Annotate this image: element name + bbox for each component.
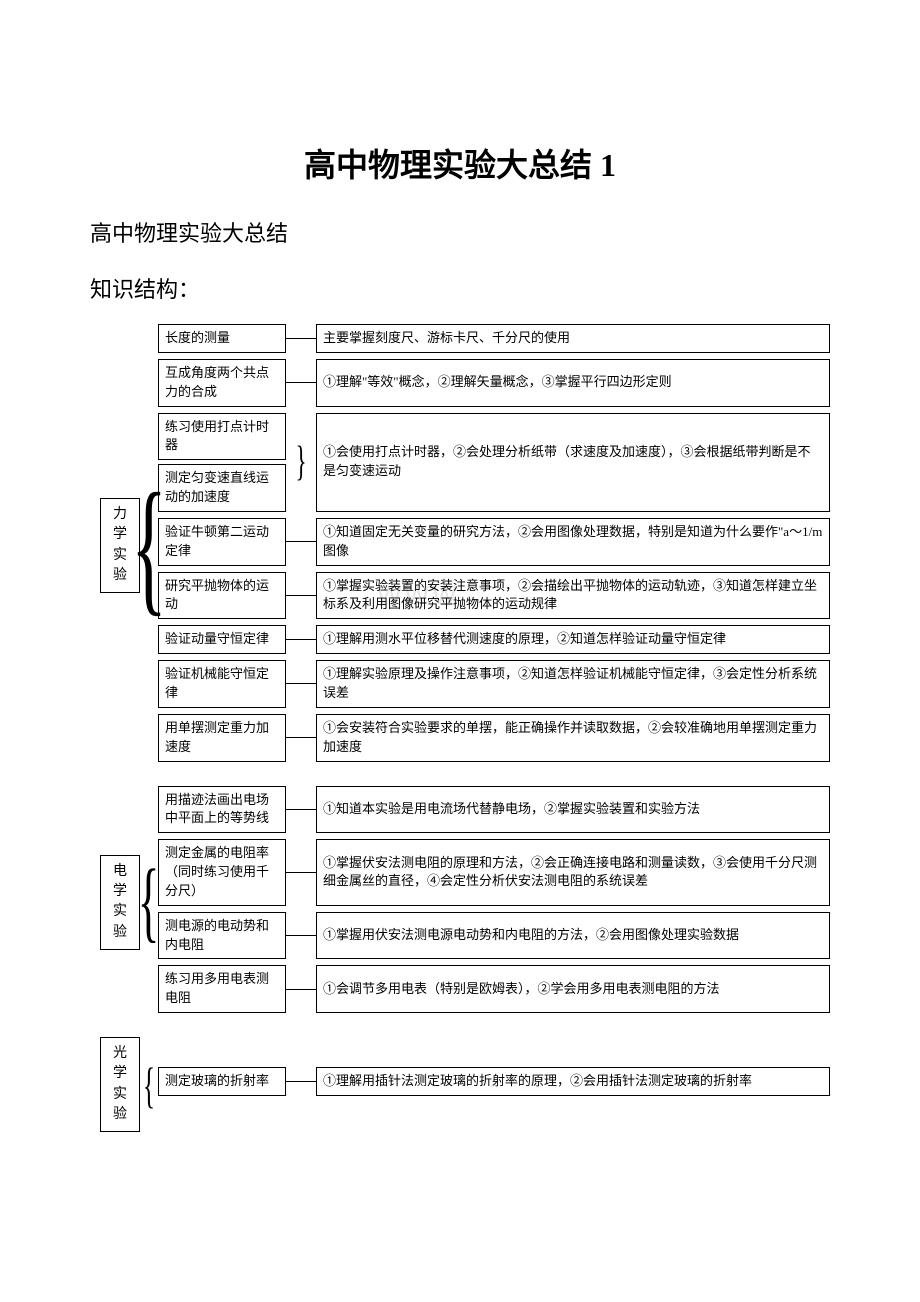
experiment-row: 互成角度两个共点力的合成 ①理解"等效"概念，②理解矢量概念，③掌握平行四边形定则 xyxy=(158,359,830,407)
connector-line xyxy=(286,912,316,960)
description-box: ①理解用测水平位移替代测速度的原理，②知道怎样验证动量守恒定律 xyxy=(316,625,830,654)
brace-icon: { xyxy=(140,516,158,576)
description-box: 主要掌握刻度尺、游标卡尺、千分尺的使用 xyxy=(316,324,830,353)
experiment-row: 测定金属的电阻率（同时练习使用千分尺） ①掌握伏安法测电阻的原理和方法，②会正确连… xyxy=(158,839,830,906)
brace-icon: { xyxy=(140,1075,158,1095)
experiment-row: 验证机械能守恒定律 ①理解实验原理及操作注意事项，②知道怎样验证机械能守恒定律，③… xyxy=(158,660,830,708)
merge-brace-icon: } xyxy=(293,413,310,512)
experiment-box: 验证机械能守恒定律 xyxy=(158,660,286,708)
category-block: 光学实验{测定玻璃的折射率 ①理解用插针法测定玻璃的折射率的原理，②会用插针法测定… xyxy=(100,1037,830,1132)
connector-line xyxy=(286,324,316,353)
description-box: ①理解"等效"概念，②理解矢量概念，③掌握平行四边形定则 xyxy=(316,359,830,407)
items-column: 用描迹法画出电场中平面上的等势线 ①知道本实验是用电流场代替静电场，②掌握实验装置… xyxy=(158,786,830,1020)
experiment-box: 练习使用打点计时器 xyxy=(158,413,286,461)
experiment-box: 测定玻璃的折射率 xyxy=(158,1067,286,1096)
connector-line xyxy=(286,572,316,620)
experiment-box: 测定金属的电阻率（同时练习使用千分尺） xyxy=(158,839,286,906)
experiment-row: 长度的测量 主要掌握刻度尺、游标卡尺、千分尺的使用 xyxy=(158,324,830,353)
experiment-box: 用单摆测定重力加速度 xyxy=(158,714,286,762)
description-box: ①会使用打点计时器，②会处理分析纸带（求速度及加速度），③会根据纸带判断是不是匀… xyxy=(316,413,830,512)
description-box: WWW①掌握实验装置的安装注意事项，②会描绘出平抛物体的运动轨迹，③知道怎样建立… xyxy=(316,572,830,620)
page-title: 高中物理实验大总结 1 xyxy=(90,140,830,186)
experiment-row: 练习用多用电表测电阻 ①会调节多用电表（特别是欧姆表），②学会用多用电表测电阻的方… xyxy=(158,965,830,1013)
experiment-box: 测定匀变速直线运动的加速度 xyxy=(158,464,286,512)
category-block: 力学实验{长度的测量主要掌握刻度尺、游标卡尺、千分尺的使用互成角度两个共点力的合… xyxy=(100,324,830,768)
description-box: ①掌握用伏安法测电源电动势和内电阻的方法，②会用图像处理实验数据 xyxy=(316,912,830,960)
knowledge-structure-diagram: 力学实验{长度的测量主要掌握刻度尺、游标卡尺、千分尺的使用互成角度两个共点力的合… xyxy=(90,324,830,1150)
connector-line xyxy=(286,1067,316,1096)
category-box: 电学实验 xyxy=(100,855,140,950)
experiment-row: 测定玻璃的折射率 ①理解用插针法测定玻璃的折射率的原理，②会用插针法测定玻璃的折射… xyxy=(158,1067,830,1096)
experiment-row: 练习使用打点计时器测定匀变速直线运动的加速度}①会使用打点计时器，②会处理分析纸… xyxy=(158,413,830,512)
experiment-row: 验证动量守恒定律 ①理解用测水平位移替代测速度的原理，②知道怎样验证动量守恒定律 xyxy=(158,625,830,654)
connector-line xyxy=(286,714,316,762)
description-box: ①理解用插针法测定玻璃的折射率的原理，②会用插针法测定玻璃的折射率 xyxy=(316,1067,830,1096)
connector-line xyxy=(286,518,316,566)
description-box: ①掌握伏安法测电阻的原理和方法，②会正确连接电路和测量读数，③会使用千分尺测细金… xyxy=(316,839,830,906)
connector-line xyxy=(286,839,316,906)
experiment-row: 用描迹法画出电场中平面上的等势线 ①知道本实验是用电流场代替静电场，②掌握实验装置… xyxy=(158,786,830,834)
experiment-row: 测电源的电动势和内电阻 ①掌握用伏安法测电源电动势和内电阻的方法，②会用图像处理实… xyxy=(158,912,830,960)
description-box: ①知道本实验是用电流场代替静电场，②掌握实验装置和实验方法 xyxy=(316,786,830,834)
experiment-box: 验证牛顿第二运动定律 xyxy=(158,518,286,566)
section-label: 知识结构： xyxy=(90,272,830,304)
experiment-box: 长度的测量 xyxy=(158,324,286,353)
experiment-row: 验证牛顿第二运动定律 ①知道固定无关变量的研究方法，②会用图像处理数据，特别是知道… xyxy=(158,518,830,566)
description-box: ①知道固定无关变量的研究方法，②会用图像处理数据，特别是知道为什么要作"a～1/… xyxy=(316,518,830,566)
experiment-box: 用描迹法画出电场中平面上的等势线 xyxy=(158,786,286,834)
items-column: 测定玻璃的折射率 ①理解用插针法测定玻璃的折射率的原理，②会用插针法测定玻璃的折射… xyxy=(158,1067,830,1102)
experiment-box: 练习用多用电表测电阻 xyxy=(158,965,286,1013)
description-box: ①理解实验原理及操作注意事项，②知道怎样验证机械能守恒定律，③会定性分析系统误差 xyxy=(316,660,830,708)
experiment-box: 互成角度两个共点力的合成 xyxy=(158,359,286,407)
page-subtitle: 高中物理实验大总结 xyxy=(90,216,830,248)
category-block: 电学实验{ 用描迹法画出电场中平面上的等势线 ①知道本实验是用电流场代替静电场，②掌… xyxy=(100,786,830,1020)
description-box: ①会安装符合实验要求的单摆，能正确操作并读取数据，②会较准确地用单摆测定重力加速… xyxy=(316,714,830,762)
connector-line xyxy=(286,359,316,407)
experiment-row: 研究平抛物体的运动 WWW①掌握实验装置的安装注意事项，②会描绘出平抛物体的运动轨… xyxy=(158,572,830,620)
connector-line xyxy=(286,786,316,834)
experiment-box: 验证动量守恒定律 xyxy=(158,625,286,654)
connector-line xyxy=(286,965,316,1013)
category-box: 光学实验 xyxy=(100,1037,140,1132)
connector-line xyxy=(286,660,316,708)
connector-line xyxy=(286,625,316,654)
description-box: ①会调节多用电表（特别是欧姆表），②学会用多用电表测电阻的方法 xyxy=(316,965,830,1013)
items-column: 长度的测量 主要掌握刻度尺、游标卡尺、千分尺的使用互成角度两个共点力的合成 ①理解"… xyxy=(158,324,830,768)
experiment-box: 测电源的电动势和内电阻 xyxy=(158,912,286,960)
experiment-row: 用单摆测定重力加速度 ①会安装符合实验要求的单摆，能正确操作并读取数据，②会较准确… xyxy=(158,714,830,762)
brace-icon: { xyxy=(140,884,158,920)
experiment-box: 研究平抛物体的运动 xyxy=(158,572,286,620)
